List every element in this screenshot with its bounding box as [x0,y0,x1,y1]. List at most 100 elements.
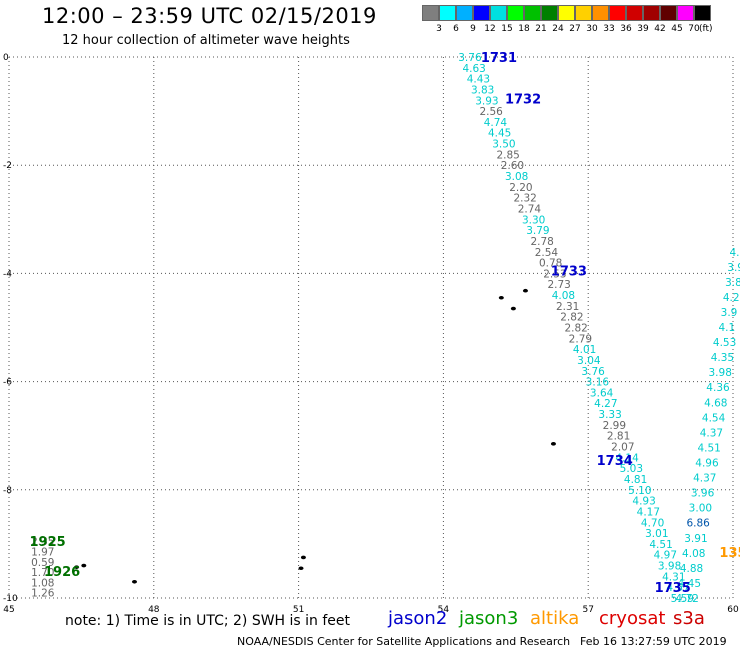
wave-height-value: 3.8 [725,277,740,289]
satellite-label-jason3: jason3 [459,608,519,629]
colorbar-label: 24 [552,24,564,34]
wave-height-value: 2.60 [501,160,524,172]
colorbar-swatch [558,5,575,21]
wave-height-value: 4.97 [654,550,677,562]
wave-height-value: 3.83 [471,84,494,96]
wave-height-value: 4.17 [637,506,660,518]
wave-height-value: 3.00 [689,503,712,515]
wave-height-value: 3.9 [721,307,738,319]
pass-time-label: 1733 [551,265,587,280]
colorbar-label: 3 [436,24,442,34]
lon-tick-label: 45 [3,605,14,615]
colorbar-swatch [473,5,490,21]
wave-height-value: 4.37 [693,473,716,485]
colorbar-label: 45 [671,24,683,34]
wave-height-value: 4.96 [695,458,719,470]
colorbar-label: 27 [569,24,581,34]
generated-timestamp: Feb 16 13:27:59 UTC 2019 [580,635,727,648]
lat-tick-label: -6 [3,378,12,388]
wave-height-value: 4.45 [678,578,701,590]
wave-height-value: 4.2 [723,292,740,304]
wave-height-value: 3.79 [526,225,549,237]
colorbar-label: 12 [484,24,496,34]
comoros-island-1 [81,563,87,568]
wave-height-value: 4.81 [624,474,647,486]
wave-height-value: 1.70 [31,567,54,579]
colorbar-swatch [643,5,660,21]
wave-height-value: 2.73 [547,279,570,291]
colorbar-label: 9 [470,24,476,34]
map-title: 12:00 – 23:59 UTC 02/15/2019 [42,4,377,28]
wave-height-value: 1.97 [31,546,54,558]
colorbar-swatch [541,5,558,21]
wave-height-value: 4.51 [697,442,720,454]
colorbar-swatch [422,5,439,21]
lat-tick-label: -8 [3,486,12,496]
wave-height-value: 5.03 [620,463,643,475]
colorbar-label: 6 [453,24,459,34]
lon-tick-label: 60 [727,605,739,615]
pass-time-label: 1732 [505,93,541,108]
wave-height-value: 2.32 [513,193,536,205]
wave-height-value: 0.78 [539,258,562,270]
colorbar-label: 39 [637,24,649,34]
colorbar-swatch [677,5,694,21]
lat-tick-label: -2 [3,161,12,171]
lat-tick-label: -10 [3,594,18,604]
wave-height-value: 3.08 [505,171,528,183]
wave-height-value: 4.63 [462,63,485,75]
denis-island [498,295,504,300]
colorbar-swatch [439,5,456,21]
comoros-island-2 [131,579,137,584]
wave-height-value: 3.96 [691,488,715,500]
wave-height-value: 3.98 [658,561,681,573]
colorbar-swatch [592,5,609,21]
wave-height-value: 2.82 [560,312,583,324]
pass-time-label: 1925 [30,535,66,550]
wave-height-value: 3.93 [475,95,498,107]
satellite-label-jason2: jason2 [388,608,448,629]
wave-height-value: 2.31 [556,301,579,313]
wave-height-value: 4.01 [573,344,596,356]
farquhar-island [300,555,306,560]
wave-height-value: 3.98 [709,367,732,379]
coetivy-island [550,442,556,446]
wave-height-value: 2.78 [530,236,553,248]
wave-height-value: 4.93 [632,496,655,508]
satellite-label-cryosat: cryosat [599,608,666,629]
aldabra-island [74,565,80,569]
wave-height-value: 4.08 [552,290,575,302]
wave-height-value: 2.79 [569,333,592,345]
colorbar-swatch [660,5,677,21]
wave-height-value: 2.81 [607,431,630,443]
colorbar-swatch [694,5,711,21]
colorbar-label: 36 [620,24,632,34]
wave-height-value: 6.86 [686,518,710,530]
wave-height-value: 2.82 [564,323,587,335]
pass-time-label: 1926 [44,565,80,580]
wave-height-value: 3.76 [458,52,482,64]
wave-height-value: 3.30 [522,214,545,226]
wave-height-value: 4.51 [649,539,672,551]
wave-height-value: 4.08 [682,548,705,560]
lon-tick-label: 57 [582,605,593,615]
wave-height-value: 5.59 [671,593,694,605]
wave-height-value: 0.59 [31,557,54,569]
wave-height-value: 4.70 [641,517,664,529]
wave-height-value: 2.53 [543,268,566,280]
wave-height-value: 4.53 [713,337,736,349]
wave-height-value: 2.54 [535,247,559,259]
colorbar-label: 33 [603,24,615,34]
lon-tick-label: 51 [293,605,304,615]
lat-tick-label: -4 [3,269,12,279]
wave-height-value: 3.64 [590,387,614,399]
colorbar-swatch [609,5,626,21]
wave-height-value: 4.54 [702,412,726,424]
wave-height-value: 2.20 [509,182,532,194]
wave-height-value: 4.74 [484,117,508,129]
wave-height-value: 4.37 [700,427,723,439]
praslin-island [522,288,528,293]
wave-height-value: 2.74 [518,203,542,215]
wave-height-value: 4.6 [729,247,740,259]
wave-height-value: 4.35 [711,352,734,364]
